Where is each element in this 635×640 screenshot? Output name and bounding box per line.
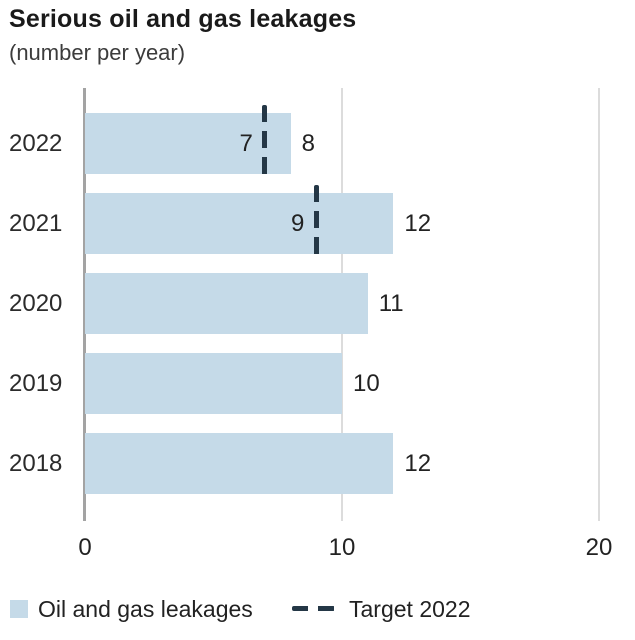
bar-value-label: 12 [404, 449, 432, 477]
legend: Oil and gas leakages Target 2022 [0, 594, 635, 624]
page-title: Serious oil and gas leakages [9, 5, 357, 33]
bar-value-label: 12 [404, 209, 432, 237]
bar [85, 273, 368, 334]
legend-target-swatch [292, 606, 335, 611]
bar [85, 193, 394, 254]
bar-year-label: 2022 [9, 129, 63, 157]
x-axis-line [83, 88, 86, 521]
target-marker [313, 185, 319, 262]
bar [85, 433, 394, 494]
legend-target-label: Target 2022 [349, 596, 471, 622]
x-tick-label: 10 [328, 534, 356, 561]
bar-year-label: 2021 [9, 209, 63, 237]
bar-value-label: 10 [353, 369, 380, 397]
legend-series-swatch [10, 600, 28, 618]
x-tick-label: 0 [78, 534, 92, 561]
bar-year-label: 2019 [9, 369, 63, 397]
bar-year-label: 2018 [9, 449, 63, 477]
page-subtitle: (number per year) [9, 40, 186, 65]
bar [85, 353, 342, 414]
target-marker [262, 105, 268, 182]
x-gridline [598, 88, 600, 521]
bar-value-label: 11 [378, 289, 404, 317]
x-tick-label: 20 [585, 534, 613, 561]
target-value-label: 7 [239, 129, 253, 157]
bar [85, 113, 291, 174]
bar-year-label: 2020 [9, 289, 63, 317]
legend-series-label: Oil and gas leakages [38, 596, 253, 622]
bar-value-label: 8 [301, 129, 315, 157]
target-value-label: 9 [290, 209, 305, 237]
